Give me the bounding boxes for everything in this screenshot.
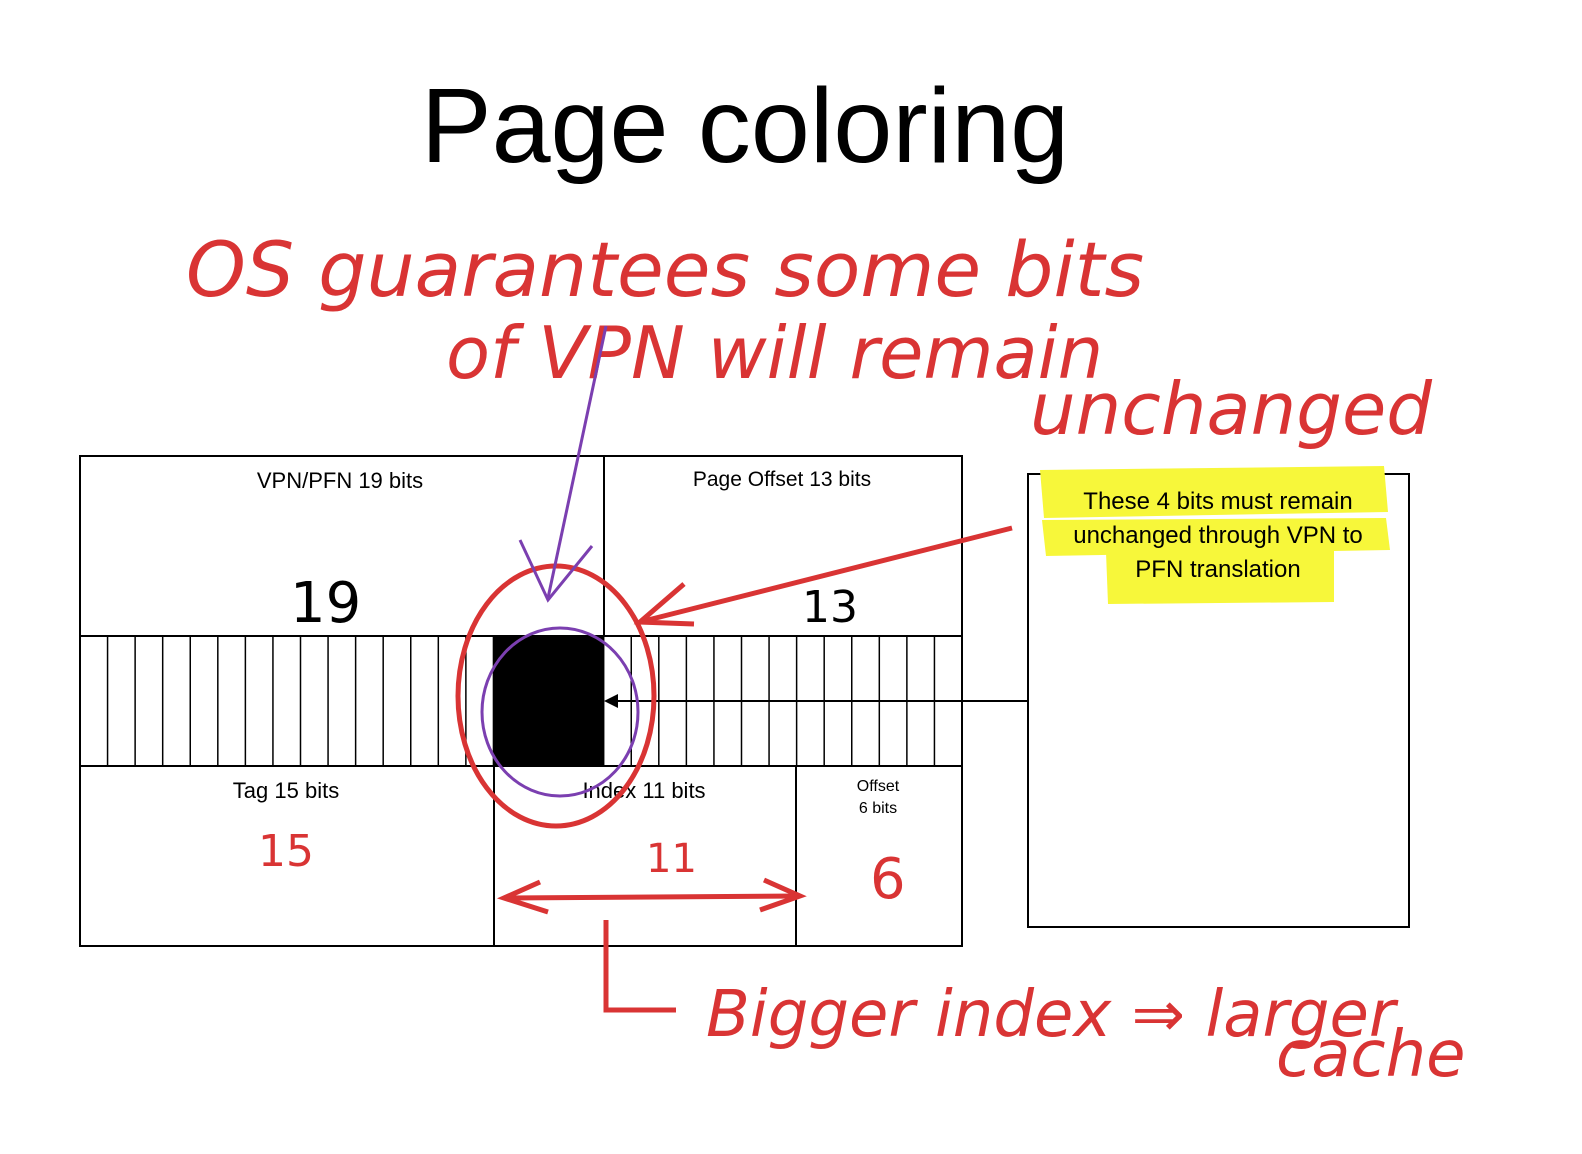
annotation-num-19: 19 bbox=[290, 571, 361, 636]
cache-offset-label-line1: Offset bbox=[857, 778, 900, 795]
highlight-stroke-3 bbox=[1106, 550, 1334, 604]
page-title: Page coloring bbox=[420, 67, 1070, 185]
callout-line-1: These 4 bits must remain bbox=[1083, 488, 1352, 515]
purple-arrowhead bbox=[518, 539, 594, 603]
bottom-note-line-2: cache bbox=[1276, 1018, 1466, 1092]
purple-arrow-line bbox=[546, 325, 608, 599]
red-arrowhead bbox=[633, 582, 695, 627]
purple-highlight-circle bbox=[480, 626, 640, 798]
annotation-num-13: 13 bbox=[802, 582, 858, 633]
annotation-line-1: OS guarantees some bits bbox=[186, 225, 1144, 314]
highlight-stroke-2 bbox=[1042, 518, 1390, 556]
vpn-pfn-label: VPN/PFN 19 bits bbox=[257, 468, 423, 493]
annotation-num-15: 15 bbox=[258, 826, 314, 877]
bottom-note-line-1: Bigger index ⇒ larger bbox=[706, 978, 1399, 1052]
bottom-note-connector bbox=[603, 920, 676, 1013]
annotation-num-6: 6 bbox=[870, 847, 906, 912]
index-span-arrow bbox=[503, 893, 801, 901]
callout-arrowhead bbox=[604, 694, 618, 708]
index-span-arrow-right-head bbox=[759, 877, 807, 913]
highlight-stroke-1 bbox=[1040, 466, 1388, 518]
tag-label: Tag 15 bits bbox=[233, 778, 339, 803]
highlighted-bits-block bbox=[494, 636, 604, 766]
index-span-arrow-left-head bbox=[496, 879, 549, 915]
red-arrow-line bbox=[639, 525, 1013, 625]
annotation-line-3: unchanged bbox=[1030, 367, 1433, 451]
callout-line-2: unchanged through VPN to bbox=[1073, 522, 1363, 549]
page-offset-label: Page Offset 13 bits bbox=[693, 468, 871, 491]
annotation-num-11: 11 bbox=[646, 836, 697, 882]
cache-offset-label-line2: 6 bits bbox=[859, 800, 897, 817]
callout-line-3: PFN translation bbox=[1135, 556, 1300, 583]
annotation-line-2: of VPN will remain bbox=[446, 311, 1103, 395]
